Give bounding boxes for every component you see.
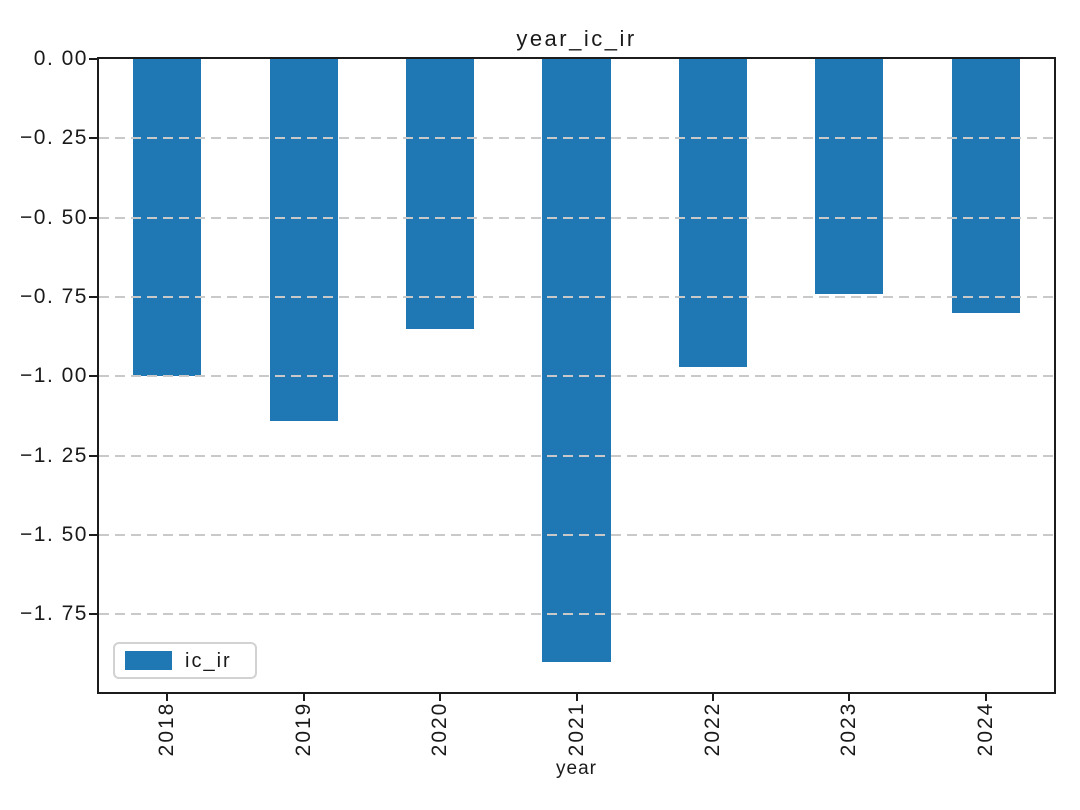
y-tick-mark <box>89 454 98 457</box>
x-tick-mark <box>848 692 851 701</box>
x-tick-mark <box>439 692 442 701</box>
legend-color-patch <box>125 651 172 670</box>
gridline-y--1 <box>99 375 1054 378</box>
y-tick-mark <box>89 613 98 616</box>
gridline-y--0.5 <box>99 216 1054 219</box>
y-tick-mark <box>89 58 98 60</box>
y-tick-mark <box>89 137 98 140</box>
bar-2020 <box>405 59 475 329</box>
gridline-y--0.25 <box>99 137 1054 140</box>
bar-2023 <box>815 59 884 294</box>
y-tick-label: 0. 00 <box>33 47 88 70</box>
x-tick-mark <box>984 692 987 701</box>
legend: ic_ir <box>113 642 257 679</box>
y-tick-label: −1. 75 <box>20 602 88 626</box>
chart-title: year_ic_ir <box>516 26 637 51</box>
gridline-y--1.75 <box>99 613 1054 616</box>
x-tick-mark <box>166 692 169 701</box>
y-tick-label: −1. 25 <box>20 443 88 467</box>
x-tick-label-2024: 2024 <box>973 701 997 757</box>
x-tick-mark <box>711 692 714 701</box>
x-tick-mark <box>302 692 305 701</box>
x-axis-label: year <box>556 758 597 779</box>
bar-2019 <box>269 59 338 421</box>
y-tick-label: −1. 50 <box>20 522 88 546</box>
x-tick-label-2021: 2021 <box>564 701 588 757</box>
y-tick-mark <box>89 375 98 378</box>
y-tick-mark <box>89 295 98 298</box>
gridline-y--1.5 <box>99 533 1054 536</box>
gridline-y--1.25 <box>99 454 1054 457</box>
y-tick-label: −0. 25 <box>20 126 88 150</box>
y-tick-label: −1. 00 <box>20 364 88 388</box>
x-tick-label-2022: 2022 <box>700 701 724 757</box>
x-tick-label-2018: 2018 <box>155 701 179 757</box>
x-tick-label-2023: 2023 <box>837 701 861 757</box>
bar-2021 <box>542 59 611 662</box>
x-tick-mark <box>575 692 578 701</box>
gridline-y--0.75 <box>99 295 1054 298</box>
plot-area <box>97 57 1056 694</box>
x-tick-label-2019: 2019 <box>291 701 315 757</box>
y-tick-mark <box>89 533 98 536</box>
bar-2024 <box>951 59 1020 313</box>
x-tick-label-2020: 2020 <box>428 701 452 757</box>
y-tick-mark <box>89 216 98 219</box>
y-tick-label: −0. 50 <box>20 205 88 229</box>
legend-label: ic_ir <box>185 649 232 672</box>
y-tick-label: −0. 75 <box>20 284 88 308</box>
bar-2022 <box>678 59 748 367</box>
